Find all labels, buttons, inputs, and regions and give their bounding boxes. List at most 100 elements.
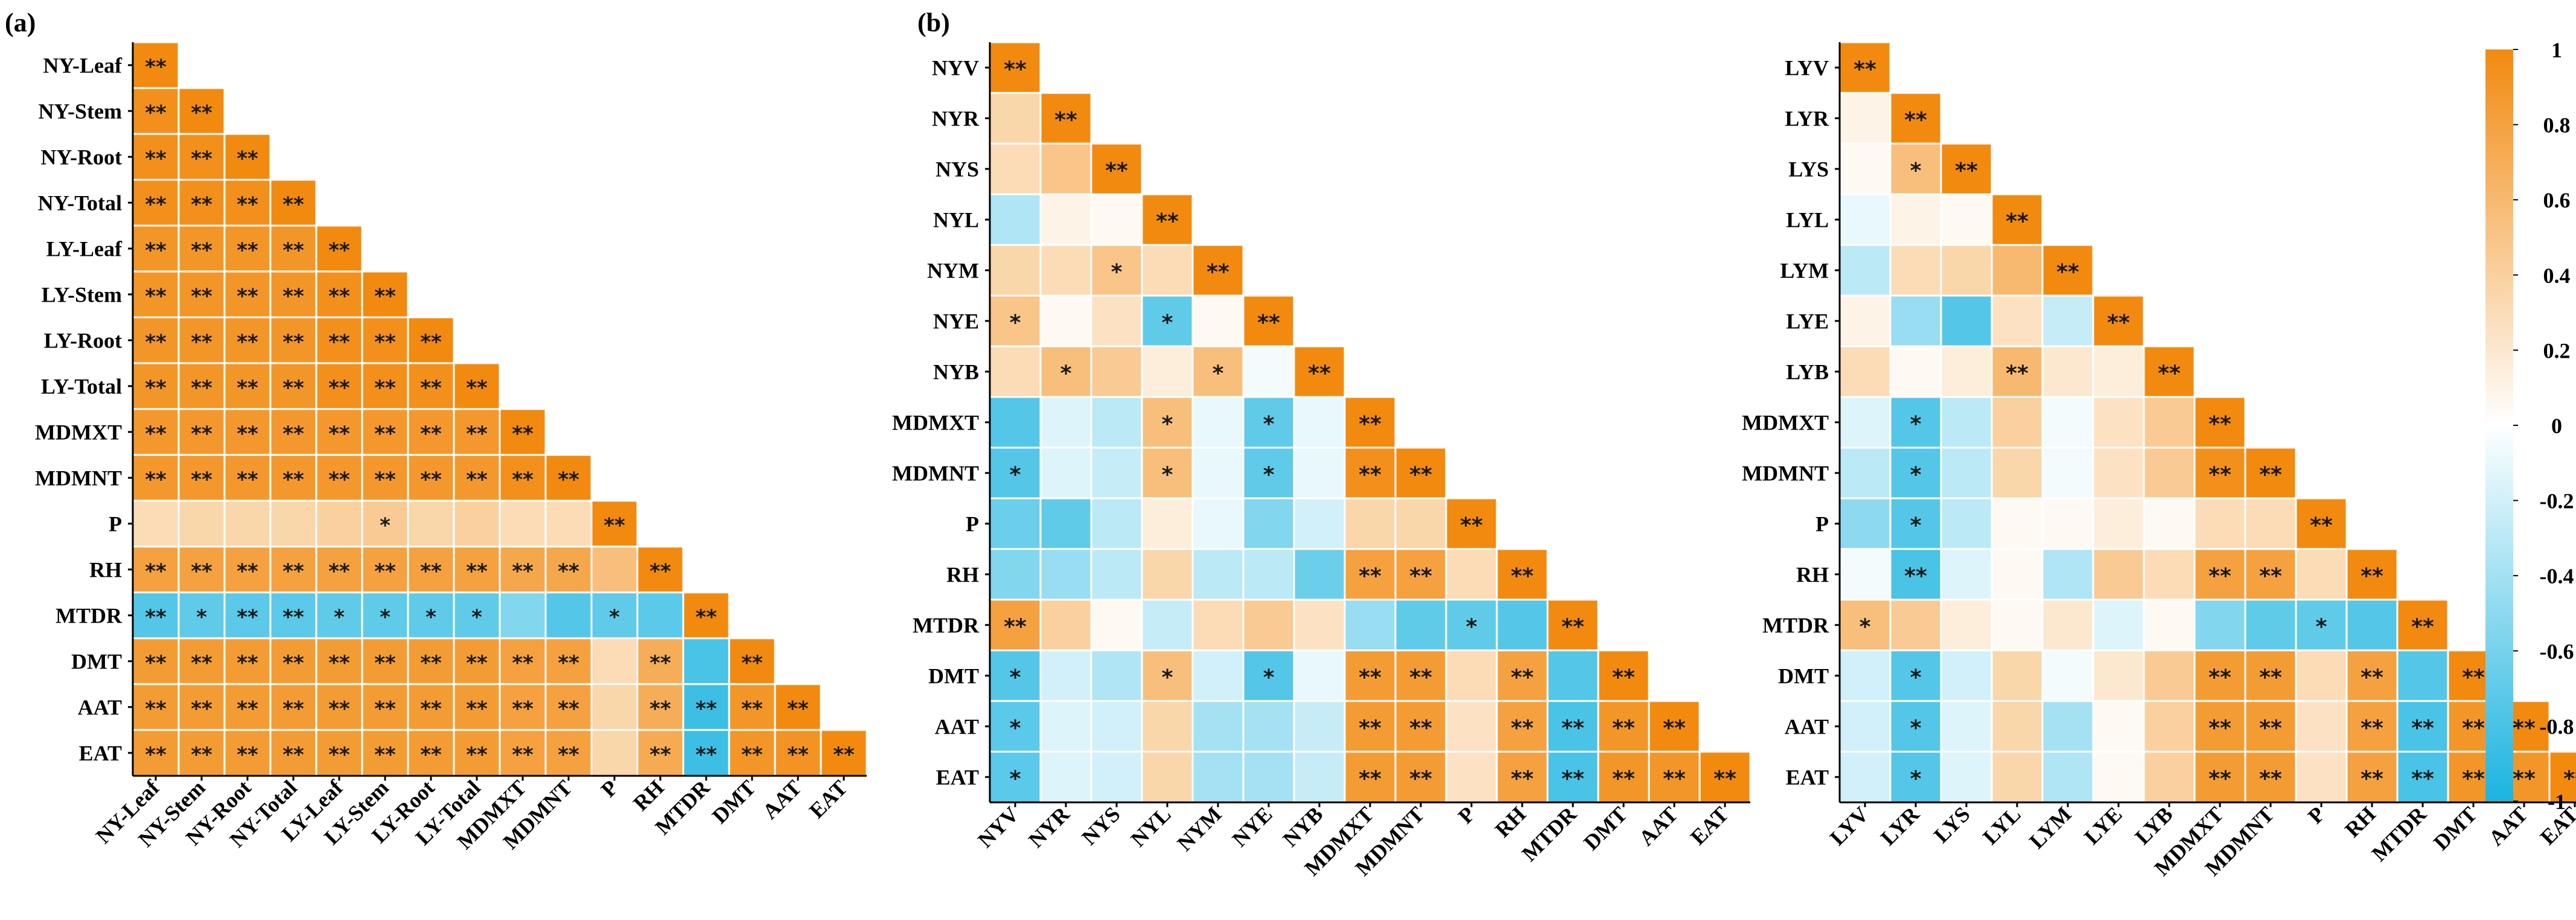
row-label: NYB — [933, 360, 979, 384]
heatmap-cell — [1394, 446, 1447, 500]
column-label: P — [596, 775, 623, 802]
heatmap-cell — [2143, 446, 2196, 500]
heatmap-cell — [2244, 750, 2297, 804]
heatmap-cell — [1991, 244, 2044, 297]
heatmap-cell — [728, 683, 776, 731]
significance-marker: ** — [237, 559, 258, 583]
heatmap-cell — [2244, 700, 2297, 753]
colorbar-tick-label: 0.2 — [2543, 338, 2571, 363]
row-label: LY-Total — [41, 375, 122, 399]
heatmap-cell — [223, 729, 272, 777]
heatmap-cell — [1940, 446, 1993, 500]
significance-marker: ** — [1561, 615, 1584, 639]
heatmap-cell — [1293, 649, 1346, 702]
heatmap-cell — [1242, 548, 1295, 601]
heatmap-cell — [590, 683, 639, 731]
significance-marker: ** — [237, 147, 258, 171]
heatmap-cell — [1648, 700, 1701, 753]
significance-marker: ** — [2259, 463, 2282, 487]
significance-marker: * — [1263, 412, 1275, 437]
heatmap-cell — [1344, 497, 1397, 550]
heatmap-cell — [1039, 700, 1092, 753]
significance-marker: ** — [1308, 361, 1331, 386]
heatmap-cell — [177, 270, 226, 319]
row-label: NYM — [927, 259, 979, 283]
significance-marker: ** — [2056, 260, 2079, 285]
heatmap-cell — [1039, 548, 1092, 601]
significance-marker: ** — [2563, 767, 2576, 792]
heatmap-cell — [1940, 497, 1993, 550]
heatmap-cell — [407, 362, 455, 410]
heatmap-cell — [2041, 396, 2094, 449]
heatmap-cell — [590, 545, 639, 594]
heatmap-cell — [2041, 497, 2094, 550]
column-label: AAT — [758, 775, 806, 823]
significance-marker: * — [1910, 159, 1922, 183]
significance-marker: ** — [237, 422, 258, 446]
heatmap-cell — [361, 500, 409, 548]
heatmap-cell — [1242, 497, 1295, 550]
significance-marker: ** — [2158, 361, 2181, 386]
colorbar-tick-label: -0.8 — [2540, 714, 2574, 738]
heatmap-cell — [1242, 446, 1295, 500]
heatmap-cell — [1838, 345, 1892, 398]
heatmap-cell — [1191, 497, 1245, 550]
heatmap-cell — [2143, 548, 2196, 601]
heatmap-cell — [1039, 345, 1092, 398]
heatmap-cell — [1597, 649, 1650, 702]
heatmap-cell — [1991, 193, 2044, 246]
heatmap-cell — [1991, 396, 2044, 449]
heatmap-cell — [2092, 396, 2145, 449]
significance-marker: ** — [1663, 716, 1686, 741]
significance-marker: ** — [2462, 716, 2485, 741]
heatmap-cell — [1242, 345, 1295, 398]
significance-marker: ** — [2208, 412, 2231, 437]
heatmap-cell — [1344, 446, 1397, 500]
significance-marker: ** — [466, 559, 488, 583]
heatmap-cell — [315, 729, 363, 777]
significance-marker: ** — [1511, 564, 1534, 589]
column-label: NYV — [973, 802, 1023, 852]
heatmap-cell — [1394, 750, 1447, 804]
significance-marker: ** — [282, 238, 304, 262]
significance-marker: ** — [1409, 564, 1432, 589]
significance-marker: ** — [2259, 665, 2282, 690]
significance-marker: ** — [191, 101, 212, 125]
significance-marker: ** — [374, 468, 396, 492]
heatmap-cell — [177, 683, 226, 731]
heatmap-cell — [1090, 598, 1143, 652]
significance-marker: ** — [191, 376, 212, 400]
heatmap-cell — [1090, 649, 1143, 702]
significance-marker: ** — [2259, 716, 2282, 741]
column-label: P — [1453, 802, 1480, 828]
significance-marker: ** — [741, 697, 763, 721]
heatmap-cell — [407, 729, 455, 777]
significance-marker: * — [2316, 615, 2327, 639]
heatmap-cell — [361, 316, 409, 364]
column-label: LYV — [1825, 802, 1873, 850]
heatmap-cell — [989, 92, 1042, 145]
heatmap-cell — [2041, 446, 2094, 500]
heatmap-cell — [1445, 750, 1498, 804]
row-label: LYS — [1788, 157, 1829, 182]
heatmap-cell — [177, 408, 226, 456]
colorbar-tick-label: 0.4 — [2543, 264, 2571, 288]
heatmap-cell — [2193, 446, 2246, 500]
significance-marker: ** — [328, 284, 350, 308]
significance-marker: ** — [1612, 767, 1635, 792]
heatmap-cell — [2143, 700, 2196, 753]
significance-marker: ** — [282, 651, 304, 675]
heatmap-cell — [2143, 750, 2196, 804]
row-label: NYL — [933, 208, 979, 232]
heatmap-cell — [223, 270, 272, 319]
significance-marker: ** — [1511, 716, 1534, 741]
column-label: NYE — [1228, 802, 1277, 851]
heatmap-cell — [1838, 193, 1892, 246]
significance-marker: ** — [282, 284, 304, 308]
heatmap-cell — [2295, 750, 2348, 804]
row-label: NY-Root — [40, 145, 122, 170]
heatmap-cell — [2041, 598, 2094, 652]
heatmap-cell — [1940, 396, 1993, 449]
heatmap-cell — [1698, 750, 1752, 804]
